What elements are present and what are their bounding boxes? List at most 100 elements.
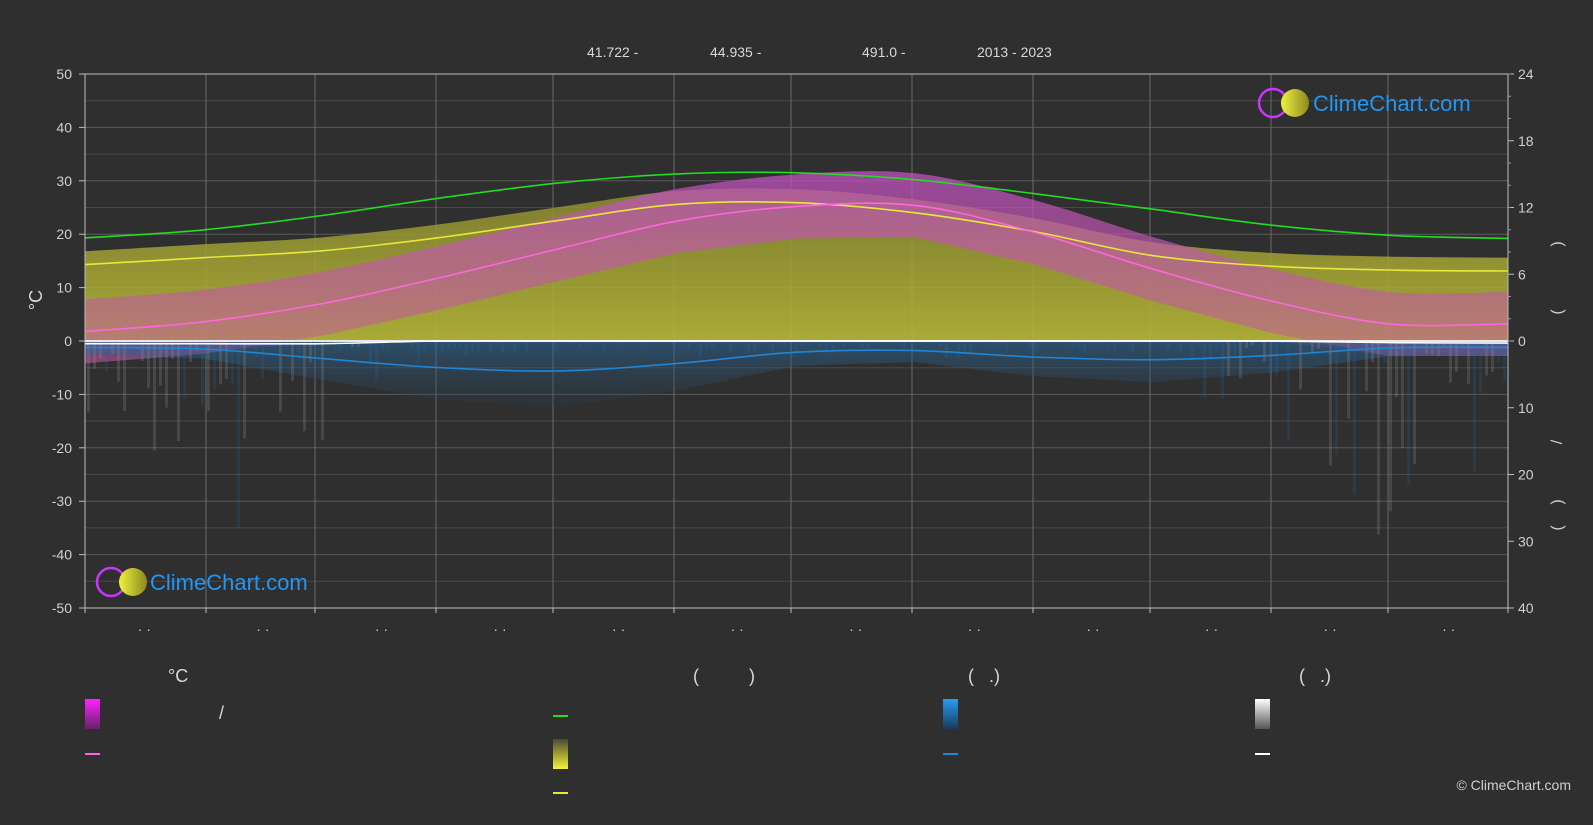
x-tick-label: · · bbox=[1324, 621, 1337, 637]
precip-bar bbox=[693, 341, 696, 344]
header-lat: 41.722 - bbox=[587, 44, 639, 60]
precip-bar bbox=[411, 341, 414, 350]
series-line-temp_mean bbox=[85, 202, 1508, 333]
precip-bar bbox=[291, 341, 294, 381]
x-tick-label: · · bbox=[375, 621, 388, 637]
precip-bar bbox=[1491, 341, 1494, 373]
series-line-sunshine bbox=[85, 201, 1508, 272]
precip-bar bbox=[831, 341, 834, 349]
y-tick-label: 30 bbox=[56, 173, 72, 189]
precip-bar bbox=[603, 341, 606, 352]
precip-bar bbox=[537, 341, 540, 344]
precip-bar bbox=[861, 341, 864, 348]
precip-bar bbox=[639, 341, 642, 346]
precip-bar bbox=[1137, 341, 1140, 344]
y2-tick-label: 0 bbox=[1518, 333, 1526, 349]
legend-rain-title: ( .) bbox=[968, 666, 1000, 686]
y-tick-label: 10 bbox=[56, 280, 72, 296]
precip-bars bbox=[87, 341, 1506, 535]
legend-temp-title: °C bbox=[168, 666, 189, 686]
precip-bar bbox=[1095, 341, 1098, 344]
header-years: 2013 - 2023 bbox=[977, 44, 1052, 60]
y2-tick-label: 6 bbox=[1518, 266, 1526, 282]
precip-bar bbox=[573, 341, 576, 345]
precip-bar bbox=[753, 341, 756, 353]
precip-bar bbox=[1401, 341, 1404, 448]
precip-bar bbox=[1101, 341, 1104, 345]
precip-bar bbox=[1389, 341, 1392, 512]
precip-bar bbox=[1209, 341, 1212, 358]
precip-bar bbox=[1071, 341, 1074, 347]
y-tick-label: -10 bbox=[52, 386, 72, 402]
precip-bar bbox=[231, 341, 234, 385]
precip-bar bbox=[189, 341, 192, 362]
precip-bar bbox=[99, 341, 102, 359]
precip-bar bbox=[339, 341, 342, 350]
precip-bar bbox=[225, 341, 228, 379]
right-axis-mark: ) bbox=[1549, 241, 1566, 246]
copyright: © ClimeChart.com bbox=[1456, 777, 1571, 793]
legend-daylight-swatch bbox=[553, 715, 568, 717]
precip-bar bbox=[771, 341, 774, 353]
y-axis-label: °C bbox=[26, 290, 46, 310]
logo-sun-icon bbox=[119, 568, 147, 596]
precip-bar bbox=[591, 341, 594, 344]
precip-bar bbox=[1035, 341, 1038, 351]
precip-bar bbox=[1317, 341, 1320, 349]
header-lon: 44.935 - bbox=[710, 44, 762, 60]
precip-bar bbox=[525, 341, 528, 351]
precip-bar bbox=[453, 341, 456, 349]
precip-bar bbox=[1335, 341, 1338, 455]
precip-bar bbox=[297, 341, 300, 359]
precip-bar bbox=[759, 341, 762, 345]
precip-bar bbox=[801, 341, 804, 347]
precip-bar bbox=[1455, 341, 1458, 372]
x-axis: · · · · · · · · · · · · · · · · · · · · · · · · bbox=[84, 608, 1509, 637]
precip-bar bbox=[471, 341, 474, 352]
precip-bar bbox=[1233, 341, 1236, 355]
legend-snow-title: ( .) bbox=[1299, 666, 1331, 686]
precip-bar bbox=[177, 341, 180, 442]
precip-bar bbox=[1251, 341, 1254, 346]
header-elev: 491.0 - bbox=[862, 44, 906, 60]
precip-bar bbox=[1395, 341, 1398, 398]
precip-bar bbox=[1005, 341, 1008, 351]
precip-bar bbox=[675, 341, 678, 344]
precip-bar bbox=[1221, 341, 1224, 399]
precip-bar bbox=[159, 341, 162, 386]
precip-bar bbox=[429, 341, 432, 345]
precip-bar bbox=[891, 341, 894, 344]
right-axis-mark: ) bbox=[1549, 499, 1566, 504]
precip-bar bbox=[585, 341, 588, 346]
precip-bar bbox=[321, 341, 324, 440]
legend-temp-range-swatch bbox=[85, 699, 100, 729]
precip-bar bbox=[1377, 341, 1380, 535]
logo-top-text: ClimeChart.com bbox=[1313, 91, 1471, 116]
precip-bar bbox=[825, 341, 828, 355]
precip-bar bbox=[1443, 341, 1446, 348]
precip-bar bbox=[93, 341, 96, 370]
precip-bar bbox=[1311, 341, 1314, 354]
y2-tick-label: 18 bbox=[1518, 133, 1534, 149]
precip-bar bbox=[1485, 341, 1488, 376]
precip-bar bbox=[705, 341, 708, 349]
precip-bar bbox=[87, 341, 90, 413]
precip-bar bbox=[501, 341, 504, 353]
y2-tick-label: 40 bbox=[1518, 600, 1534, 616]
precip-bar bbox=[567, 341, 570, 344]
precip-bar bbox=[1245, 341, 1248, 348]
precip-bar bbox=[195, 341, 198, 351]
x-tick-label: · · bbox=[968, 621, 981, 637]
precip-bar bbox=[945, 341, 948, 358]
legend-sunshine-line-swatch bbox=[553, 792, 568, 794]
precip-bar bbox=[357, 341, 360, 347]
y2-tick-label: 20 bbox=[1518, 467, 1534, 483]
precip-bar bbox=[465, 341, 468, 356]
precip-bar bbox=[1239, 341, 1242, 379]
precip-bar bbox=[963, 341, 966, 354]
precip-bar bbox=[903, 341, 906, 349]
precip-bar bbox=[747, 341, 750, 353]
logo-sun-icon bbox=[1281, 89, 1309, 117]
precip-bar bbox=[687, 341, 690, 349]
